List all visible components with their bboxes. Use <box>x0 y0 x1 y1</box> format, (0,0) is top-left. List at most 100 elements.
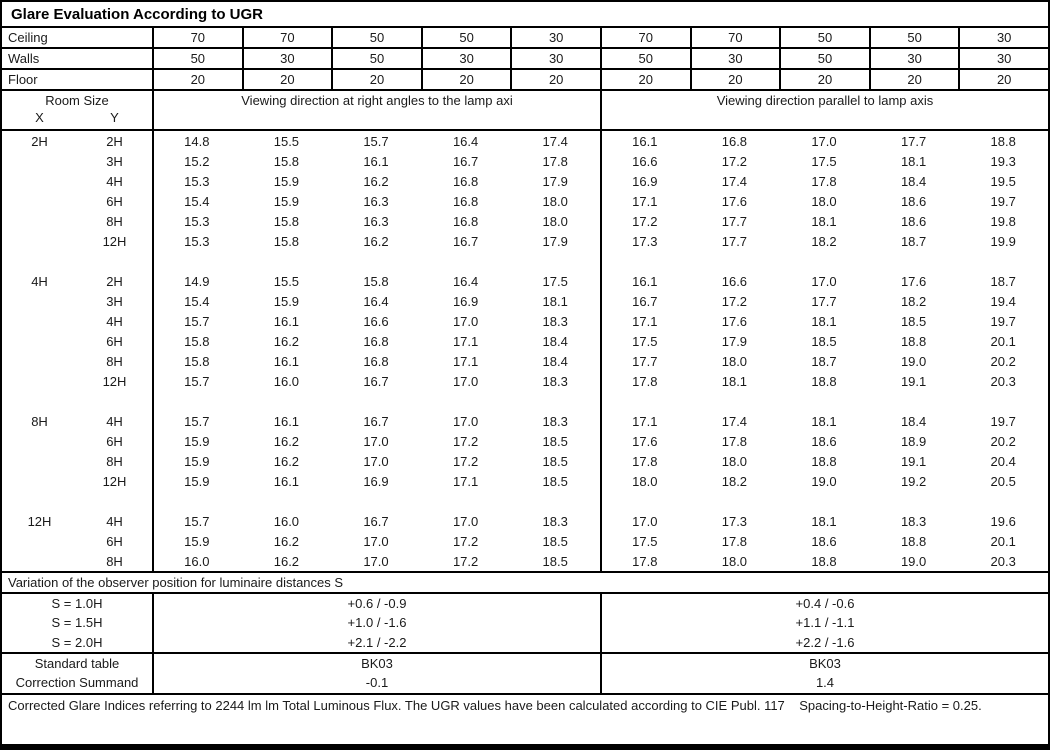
room-x-label <box>2 232 77 252</box>
room-y-label: 2H <box>106 134 123 149</box>
reflectance-value: 30 <box>689 49 780 68</box>
page-title: Glare Evaluation According to UGR <box>2 2 1048 28</box>
ugr-value: 17.5 <box>811 154 837 169</box>
ugr-value: 15.7 <box>184 514 210 529</box>
ugr-value: 17.6 <box>721 194 748 209</box>
room-y-label: 8H <box>106 454 123 469</box>
ugr-value: 19.0 <box>811 474 837 489</box>
summary-value-parallel: 1.4 <box>600 673 1048 693</box>
ugr-value: 19.5 <box>990 174 1016 189</box>
reflectance-label: Ceiling <box>8 30 48 45</box>
variation-section-header: Variation of the observer position for l… <box>2 571 1048 594</box>
ugr-value: 16.6 <box>721 274 748 289</box>
ugr-value: 19.7 <box>990 314 1016 329</box>
ugr-value: 16.2 <box>363 234 389 249</box>
ugr-value: 15.5 <box>273 134 300 149</box>
ugr-value: 19.7 <box>990 194 1016 209</box>
ugr-value: 18.0 <box>721 454 748 469</box>
ugr-value: 18.0 <box>721 354 748 369</box>
reflectance-value: 30 <box>510 49 600 68</box>
ugr-value: 18.7 <box>811 354 837 369</box>
variation-table: S = 1.0H +0.6 / -0.9 +0.4 / -0.6 S = 1.5H +1… <box>2 594 1048 654</box>
ugr-value: 17.2 <box>452 434 479 449</box>
summary-row: Standard table BK03 BK03 <box>2 653 1048 674</box>
ugr-value: 16.8 <box>721 134 748 149</box>
reflectance-label: Walls <box>8 51 40 66</box>
group-spacer <box>2 392 1048 412</box>
ugr-value: 18.0 <box>542 194 568 209</box>
ugr-value: 19.3 <box>990 154 1016 169</box>
room-x-label <box>2 332 77 352</box>
ugr-value: 17.6 <box>721 314 748 329</box>
ugr-row: 12H 15.9 16.1 16.9 17.1 18.5 18.0 18.2 19.0 19.2 2… <box>2 472 1048 492</box>
ugr-value: 20.2 <box>990 354 1016 369</box>
ugr-value: 18.8 <box>900 334 927 349</box>
reflectance-value: 50 <box>779 49 869 68</box>
ugr-value: 17.5 <box>632 334 658 349</box>
ugr-value: 17.3 <box>632 234 658 249</box>
room-y-label: 3H <box>106 154 123 169</box>
ugr-value: 18.2 <box>811 234 837 249</box>
ugr-value: 15.8 <box>363 274 389 289</box>
ugr-value: 16.1 <box>632 274 658 289</box>
room-y-label: 4H <box>106 314 123 329</box>
ugr-value: 16.7 <box>363 414 389 429</box>
ugr-value: 17.7 <box>721 214 748 229</box>
ugr-value: 18.6 <box>811 434 837 449</box>
ugr-value: 15.9 <box>184 434 210 449</box>
right-angles-direction-header: Viewing direction at right angles to the… <box>152 91 600 129</box>
reflectance-row: Floor 20 20 20 20 20 20 20 20 20 20 <box>2 70 1048 91</box>
reflectance-value: 20 <box>331 70 421 89</box>
variation-value-parallel: +2.2 / -1.6 <box>600 632 1048 652</box>
ugr-value: 15.3 <box>184 214 210 229</box>
ugr-value: 15.9 <box>273 294 300 309</box>
ugr-value: 19.7 <box>990 414 1016 429</box>
ugr-row: 12H 15.7 16.0 16.7 17.0 18.3 17.8 18.1 18.8 19.1 2… <box>2 372 1048 392</box>
ugr-value: 18.0 <box>811 194 837 209</box>
ugr-value: 15.7 <box>184 314 210 329</box>
ugr-value: 18.5 <box>542 454 568 469</box>
reflectance-row: Ceiling 70 70 50 50 30 70 70 50 50 30 <box>2 28 1048 49</box>
ugr-value: 15.5 <box>273 274 300 289</box>
ugr-value: 18.8 <box>990 134 1016 149</box>
ugr-value: 20.3 <box>990 554 1016 569</box>
ugr-value: 18.5 <box>542 434 568 449</box>
room-x-label <box>2 372 77 392</box>
group-spacer <box>2 252 1048 272</box>
summary-value-parallel: BK03 <box>600 653 1048 674</box>
ugr-value: 17.1 <box>632 194 658 209</box>
ugr-value: 17.4 <box>721 414 748 429</box>
ugr-value: 17.3 <box>721 514 748 529</box>
reflectance-value: 20 <box>958 70 1048 89</box>
reflectance-value: 20 <box>779 70 869 89</box>
ugr-value: 19.2 <box>900 474 927 489</box>
ugr-value: 16.6 <box>363 314 389 329</box>
ugr-value: 16.1 <box>273 414 300 429</box>
ugr-value: 16.9 <box>363 474 389 489</box>
ugr-value: 18.1 <box>721 374 748 389</box>
ugr-value: 16.8 <box>452 194 479 209</box>
reflectance-value: 70 <box>241 28 332 47</box>
ugr-value: 18.6 <box>811 534 837 549</box>
spacing-label: S = 1.0H <box>51 596 103 611</box>
ugr-value: 17.0 <box>363 534 389 549</box>
ugr-row: 6H 15.9 16.2 17.0 17.2 18.5 17.6 17.8 18.6 18.9 20… <box>2 432 1048 452</box>
ugr-value: 17.0 <box>632 514 658 529</box>
room-x-label <box>2 152 77 172</box>
ugr-value: 14.9 <box>184 274 210 289</box>
ugr-value: 17.2 <box>632 214 658 229</box>
ugr-value: 16.9 <box>632 174 658 189</box>
ugr-value: 17.2 <box>721 294 748 309</box>
ugr-value: 18.1 <box>811 314 837 329</box>
ugr-value: 16.0 <box>273 514 300 529</box>
ugr-value: 17.9 <box>542 174 568 189</box>
ugr-value: 17.9 <box>542 234 568 249</box>
ugr-row: 4H 15.7 16.1 16.6 17.0 18.3 17.1 17.6 18.1 18.5 19… <box>2 312 1048 332</box>
ugr-value: 18.5 <box>811 334 837 349</box>
column-divider <box>152 131 154 571</box>
ugr-value: 19.0 <box>900 554 927 569</box>
ugr-value: 18.3 <box>542 314 568 329</box>
variation-value-right-angles: +2.1 / -2.2 <box>152 632 600 652</box>
room-x-label <box>2 172 77 192</box>
ugr-value: 17.0 <box>452 374 479 389</box>
